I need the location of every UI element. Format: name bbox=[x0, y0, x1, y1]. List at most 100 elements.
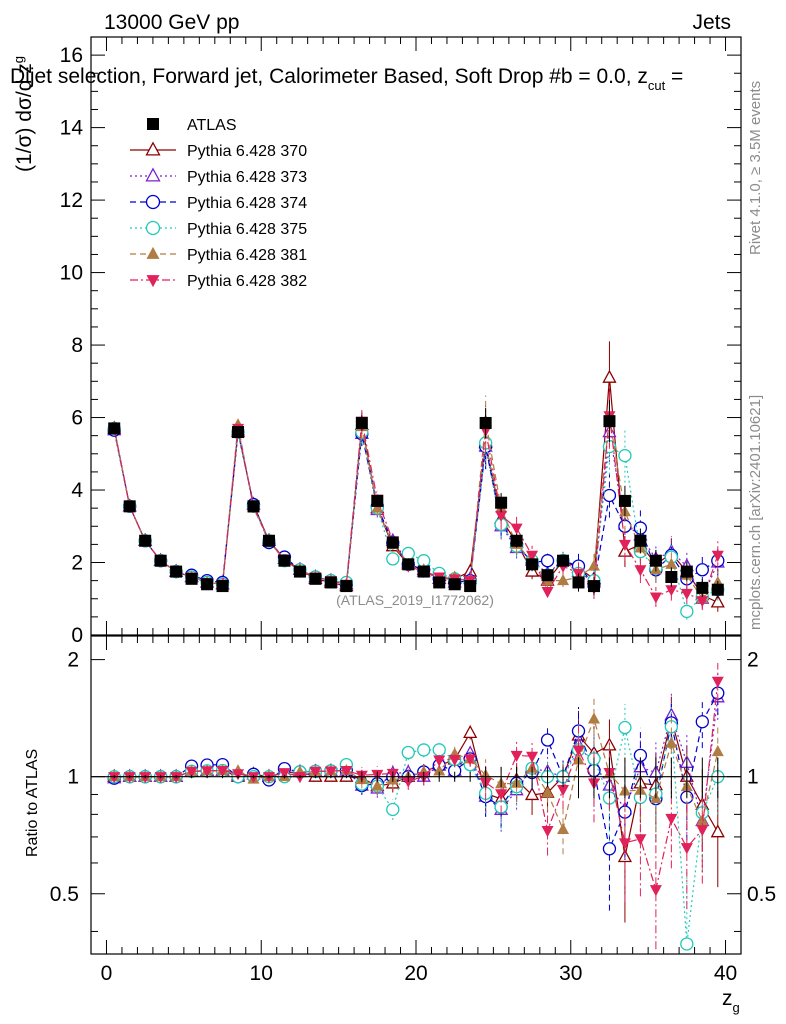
mc-point bbox=[386, 552, 400, 566]
ratio-point bbox=[216, 766, 229, 778]
ratio-point bbox=[665, 736, 678, 748]
mc-point bbox=[695, 563, 709, 577]
ratio-point bbox=[433, 764, 446, 776]
atlas-point bbox=[603, 415, 616, 428]
atlas-point bbox=[123, 500, 136, 513]
legend-label: Pythia 6.428 374 bbox=[187, 195, 307, 212]
atlas-point bbox=[340, 580, 353, 593]
main-y-tick-label: 8 bbox=[71, 334, 83, 357]
ratio-point bbox=[510, 750, 523, 762]
ratio-point bbox=[495, 789, 508, 801]
legend-label: Pythia 6.428 381 bbox=[187, 247, 307, 264]
atlas-point bbox=[541, 569, 554, 582]
ratio-point bbox=[572, 745, 585, 757]
legend-label: Pythia 6.428 375 bbox=[187, 221, 307, 238]
legend-marker bbox=[145, 141, 161, 156]
atlas-point bbox=[154, 554, 167, 567]
main-y-tick-label: 4 bbox=[71, 479, 83, 502]
atlas-point bbox=[324, 576, 337, 589]
ratio-point bbox=[526, 751, 539, 763]
atlas-point bbox=[479, 416, 492, 429]
ratio-point bbox=[232, 769, 245, 781]
atlas-point bbox=[293, 565, 306, 578]
atlas-point bbox=[572, 576, 585, 589]
legend-marker bbox=[146, 246, 160, 259]
mc-point bbox=[665, 585, 678, 597]
mc-point bbox=[618, 539, 631, 551]
mc-point bbox=[665, 557, 678, 569]
main-y-tick-label: 16 bbox=[60, 44, 83, 67]
ratio-point bbox=[618, 720, 632, 735]
atlas-point bbox=[386, 536, 399, 549]
ratio-y-tick-label: 2 bbox=[67, 649, 79, 672]
legend-marker bbox=[146, 275, 160, 288]
mc-point bbox=[710, 594, 725, 608]
x-tick-label: 10 bbox=[250, 962, 273, 985]
mc-point bbox=[711, 550, 724, 562]
x-axis-title: zg bbox=[722, 987, 740, 1015]
ratio-point bbox=[340, 766, 353, 778]
ratio-point bbox=[665, 813, 678, 825]
mc-point bbox=[557, 574, 570, 586]
mc-point bbox=[526, 550, 539, 562]
ratio-data bbox=[91, 663, 741, 951]
mc-point bbox=[587, 559, 600, 571]
ratio-point bbox=[448, 754, 461, 767]
atlas-point bbox=[680, 565, 693, 578]
legend-marker bbox=[145, 220, 161, 236]
ratio-point bbox=[710, 824, 725, 838]
atlas-point bbox=[526, 558, 539, 571]
main-y-tick-label: 6 bbox=[71, 407, 83, 430]
ratio-point bbox=[540, 733, 555, 747]
legend-label: Pythia 6.428 370 bbox=[187, 143, 307, 160]
atlas-point bbox=[232, 426, 245, 439]
atlas-point bbox=[309, 572, 322, 585]
mc-point bbox=[541, 587, 554, 599]
ratio-point bbox=[324, 766, 337, 778]
ratio-point bbox=[680, 843, 693, 855]
atlas-point bbox=[696, 581, 709, 594]
main-series-line bbox=[113, 417, 719, 600]
main-y-tick-label: 2 bbox=[71, 552, 83, 575]
ratio-point bbox=[185, 766, 198, 778]
ratio-point bbox=[371, 779, 384, 791]
ratio-point bbox=[541, 825, 554, 838]
atlas-point bbox=[649, 554, 662, 567]
mc-point bbox=[510, 523, 523, 535]
atlas-point bbox=[634, 534, 647, 547]
atlas-point bbox=[618, 494, 631, 507]
atlas-point bbox=[216, 580, 229, 593]
atlas-point bbox=[402, 558, 415, 571]
x-tick-label: 30 bbox=[559, 962, 582, 985]
mc-point bbox=[602, 488, 617, 503]
mc-point bbox=[649, 592, 662, 604]
mc-point bbox=[680, 604, 694, 619]
atlas-point bbox=[448, 578, 461, 591]
ratio-point bbox=[524, 786, 540, 801]
ratio-point bbox=[432, 743, 446, 757]
ratio-y-tick-label: 1 bbox=[67, 766, 79, 789]
atlas-point bbox=[201, 578, 214, 591]
mc-point bbox=[634, 565, 647, 577]
legend-marker bbox=[147, 118, 159, 130]
mc-point bbox=[401, 546, 415, 561]
category-label: Jets bbox=[692, 11, 731, 34]
ratio-point bbox=[587, 712, 600, 724]
legend-label: ATLAS bbox=[187, 117, 237, 134]
main-series-line bbox=[113, 415, 719, 602]
energy-label: 13000 GeV pp bbox=[104, 11, 239, 34]
x-tick-label: 20 bbox=[404, 962, 427, 985]
ratio-point bbox=[649, 885, 662, 897]
mc-point bbox=[680, 588, 693, 600]
atlas-point bbox=[355, 416, 368, 429]
legend-label: Pythia 6.428 373 bbox=[187, 169, 307, 186]
atlas-point bbox=[108, 422, 121, 435]
ratio-y-tick-label-right: 0.5 bbox=[747, 883, 776, 906]
ratio-point bbox=[680, 937, 694, 951]
main-y-axis-title: (1/σ) dσ/d zg bbox=[11, 56, 36, 172]
atlas-point bbox=[170, 565, 183, 578]
ratio-point bbox=[557, 785, 570, 797]
plot-title: Dijet selection, Forward jet, Calorimete… bbox=[10, 65, 683, 93]
main-series-line bbox=[113, 430, 719, 586]
ratio-point bbox=[618, 838, 631, 850]
